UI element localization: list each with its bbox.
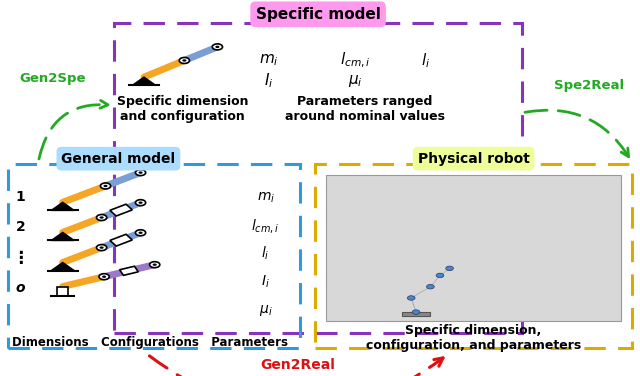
- Circle shape: [138, 202, 143, 204]
- Circle shape: [136, 230, 146, 236]
- Circle shape: [100, 216, 104, 219]
- Text: Specific dimension,
configuration, and parameters: Specific dimension, configuration, and p…: [366, 324, 581, 352]
- Circle shape: [153, 264, 157, 266]
- Text: Parameters ranged
around nominal values: Parameters ranged around nominal values: [285, 95, 445, 123]
- Bar: [110, 234, 132, 246]
- Text: $\mu_i$: $\mu_i$: [348, 73, 363, 89]
- Text: $I_i$: $I_i$: [261, 274, 270, 290]
- Bar: [110, 204, 132, 216]
- FancyBboxPatch shape: [326, 175, 621, 321]
- Bar: [315, 164, 632, 348]
- Circle shape: [100, 246, 104, 249]
- Polygon shape: [51, 262, 74, 271]
- Circle shape: [427, 284, 434, 289]
- Text: General model: General model: [61, 152, 175, 166]
- Circle shape: [99, 274, 109, 280]
- Circle shape: [408, 296, 415, 300]
- Polygon shape: [51, 202, 74, 211]
- Text: Gen2Spe: Gen2Spe: [19, 72, 86, 85]
- FancyArrowPatch shape: [39, 100, 108, 159]
- Circle shape: [212, 44, 223, 50]
- Circle shape: [102, 276, 106, 278]
- Circle shape: [138, 232, 143, 234]
- Text: 2: 2: [15, 220, 26, 235]
- Text: $m_i$: $m_i$: [259, 52, 278, 68]
- Circle shape: [136, 170, 146, 176]
- Circle shape: [412, 310, 420, 314]
- Circle shape: [138, 171, 143, 174]
- Text: $l_i$: $l_i$: [421, 51, 430, 70]
- Text: $I_i$: $I_i$: [264, 71, 273, 90]
- Circle shape: [100, 183, 111, 189]
- Bar: [57, 287, 68, 296]
- Bar: [114, 23, 522, 333]
- Text: Dimensions   Configurations   Parameters: Dimensions Configurations Parameters: [12, 337, 289, 349]
- Bar: [402, 312, 431, 316]
- Text: Specific dimension
and configuration: Specific dimension and configuration: [116, 95, 248, 123]
- Polygon shape: [132, 77, 156, 85]
- Circle shape: [136, 200, 146, 206]
- Text: o: o: [16, 280, 25, 295]
- Circle shape: [179, 58, 189, 64]
- Bar: [8, 164, 300, 348]
- Text: Specific model: Specific model: [255, 7, 381, 22]
- Polygon shape: [51, 232, 74, 241]
- Circle shape: [182, 59, 186, 62]
- Circle shape: [97, 245, 107, 251]
- Bar: [120, 266, 138, 275]
- Circle shape: [446, 266, 453, 271]
- Text: 1: 1: [15, 190, 26, 205]
- Text: $\mu_i$: $\mu_i$: [259, 303, 273, 318]
- FancyArrowPatch shape: [525, 110, 628, 157]
- Text: Physical robot: Physical robot: [418, 152, 529, 166]
- Text: Gen2Real: Gen2Real: [260, 358, 335, 373]
- Text: $l_{cm,i}$: $l_{cm,i}$: [340, 50, 371, 70]
- Circle shape: [150, 262, 160, 268]
- Text: Spe2Real: Spe2Real: [554, 79, 624, 92]
- Circle shape: [215, 45, 220, 48]
- Circle shape: [97, 215, 107, 221]
- Text: $l_{cm,i}$: $l_{cm,i}$: [252, 217, 280, 235]
- FancyArrowPatch shape: [149, 356, 443, 376]
- Text: $m_i$: $m_i$: [257, 190, 275, 205]
- Circle shape: [104, 185, 108, 187]
- Circle shape: [436, 273, 444, 277]
- Text: ⋮: ⋮: [12, 249, 29, 267]
- Text: $l_i$: $l_i$: [261, 245, 270, 262]
